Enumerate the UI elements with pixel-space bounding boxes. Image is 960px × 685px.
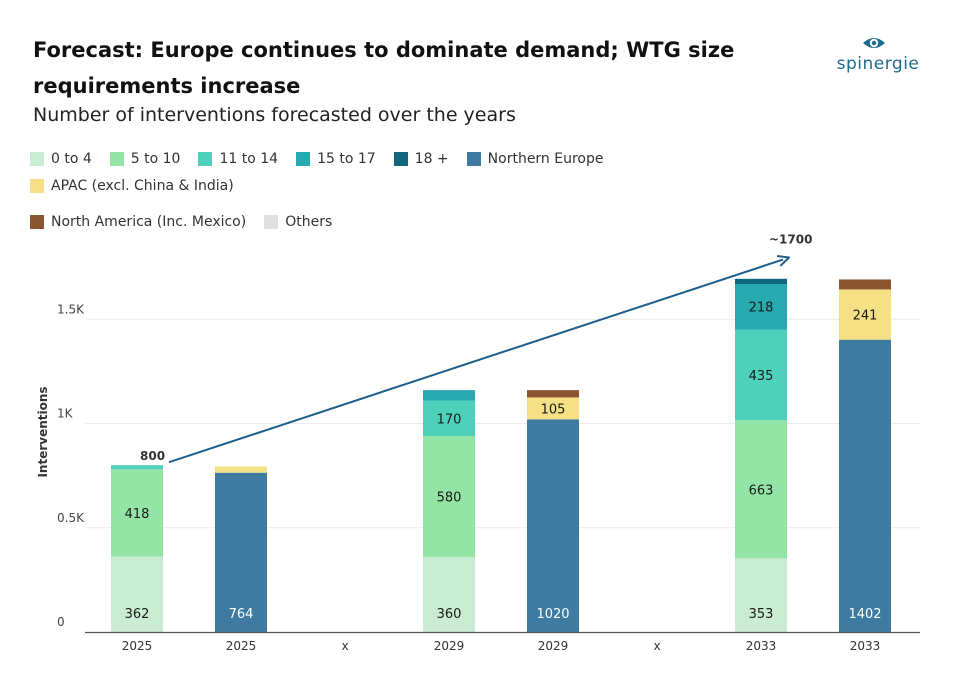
chart-title: Forecast: Europe continues to dominate d… xyxy=(33,38,735,98)
x-tick-label: x xyxy=(653,639,660,653)
annotation-label: ~1700 xyxy=(769,233,812,247)
legend-label: Northern Europe xyxy=(487,151,604,167)
legend-swatch xyxy=(30,152,44,166)
eye-icon xyxy=(863,38,885,48)
bar-segment xyxy=(527,390,579,398)
legend-swatch xyxy=(264,215,279,229)
data-label: 764 xyxy=(229,607,254,622)
logo-text: spinergie xyxy=(836,54,920,74)
bar-segment xyxy=(111,556,163,632)
data-label: 663 xyxy=(749,483,774,498)
legend-item: 5 to 10 xyxy=(109,150,181,168)
y-tick-label: 1K xyxy=(57,407,74,421)
legend-item: 0 to 4 xyxy=(30,150,92,168)
bar-segment xyxy=(839,339,891,632)
x-tick-label: x xyxy=(341,639,348,653)
data-label: 580 xyxy=(437,490,462,505)
data-label: 1020 xyxy=(536,607,569,622)
bar-segment xyxy=(215,472,267,632)
bar-segment xyxy=(111,465,163,470)
x-tick-label: 2033 xyxy=(850,639,881,653)
chart-subtitle: Number of interventions forecasted over … xyxy=(33,104,516,126)
bar-segment xyxy=(423,390,475,401)
legend-label: 11 to 14 xyxy=(219,151,279,167)
bar-segment xyxy=(215,466,267,473)
data-label: 1402 xyxy=(848,607,881,622)
bar-segment xyxy=(423,400,475,437)
legend-swatch xyxy=(30,215,44,229)
bar-segment xyxy=(735,278,787,285)
bar-segment xyxy=(527,397,579,420)
legend-item: 18 + xyxy=(393,150,449,168)
legend: 0 to 4 5 to 10 11 to 14 15 to 17 18 + Norther… xyxy=(30,150,830,231)
legend-item: APAC (excl. China & India) xyxy=(30,177,234,195)
x-tick-label: 2025 xyxy=(122,639,153,653)
legend-swatch xyxy=(296,152,311,166)
bar-segment xyxy=(111,469,163,557)
x-tick-label: 2025 xyxy=(226,639,257,653)
x-tick-label: 2029 xyxy=(434,639,465,653)
data-label: 362 xyxy=(125,607,150,622)
y-tick-label: 1.5K xyxy=(57,302,85,316)
legend-label: 0 to 4 xyxy=(51,151,92,167)
bar-segment xyxy=(839,279,891,290)
y-axis-label: Interventions xyxy=(36,386,50,477)
legend-item: Northern Europe xyxy=(466,150,604,168)
bar-segment xyxy=(839,289,891,340)
legend-label: 18 + xyxy=(414,151,449,167)
legend-swatch xyxy=(109,152,124,166)
bar-segment xyxy=(423,556,475,632)
legend-item: 11 to 14 xyxy=(198,150,278,168)
bar-segment xyxy=(735,284,787,330)
x-tick-label: 2033 xyxy=(746,639,777,653)
logo: spinergie xyxy=(830,34,926,78)
y-tick-label: 0.5K xyxy=(57,511,85,525)
trend-arrow-line xyxy=(168,258,784,464)
legend-label: 15 to 17 xyxy=(317,151,376,167)
data-label: 105 xyxy=(541,402,566,417)
data-label: 241 xyxy=(853,309,878,324)
legend-label: 5 to 10 xyxy=(130,151,181,167)
legend-swatch xyxy=(466,152,481,166)
data-label: 435 xyxy=(749,369,774,384)
data-label: 353 xyxy=(749,607,774,622)
data-label: 218 xyxy=(749,301,774,316)
legend-item: 15 to 17 xyxy=(296,150,376,168)
x-tick-label: 2029 xyxy=(538,639,569,653)
y-tick-label: 0 xyxy=(57,615,65,629)
data-label: 360 xyxy=(437,607,462,622)
trend-arrow-head xyxy=(776,254,790,267)
legend-item: Others xyxy=(264,213,332,231)
legend-label: APAC (excl. China & India) xyxy=(51,178,234,194)
legend-swatch xyxy=(198,152,213,166)
legend-item: North America (Inc. Mexico) xyxy=(30,213,246,231)
bar-segment xyxy=(423,436,475,557)
legend-label: Others xyxy=(285,214,333,230)
data-label: 170 xyxy=(437,412,462,427)
legend-label: North America (Inc. Mexico) xyxy=(51,214,247,230)
bar-segment xyxy=(735,558,787,632)
bar-segment xyxy=(735,420,787,559)
bar-segment xyxy=(527,419,579,632)
data-label: 418 xyxy=(125,507,150,522)
annotation-label: 800 xyxy=(140,449,165,463)
legend-swatch xyxy=(393,152,408,166)
legend-swatch xyxy=(30,179,44,193)
bar-segment xyxy=(735,329,787,421)
